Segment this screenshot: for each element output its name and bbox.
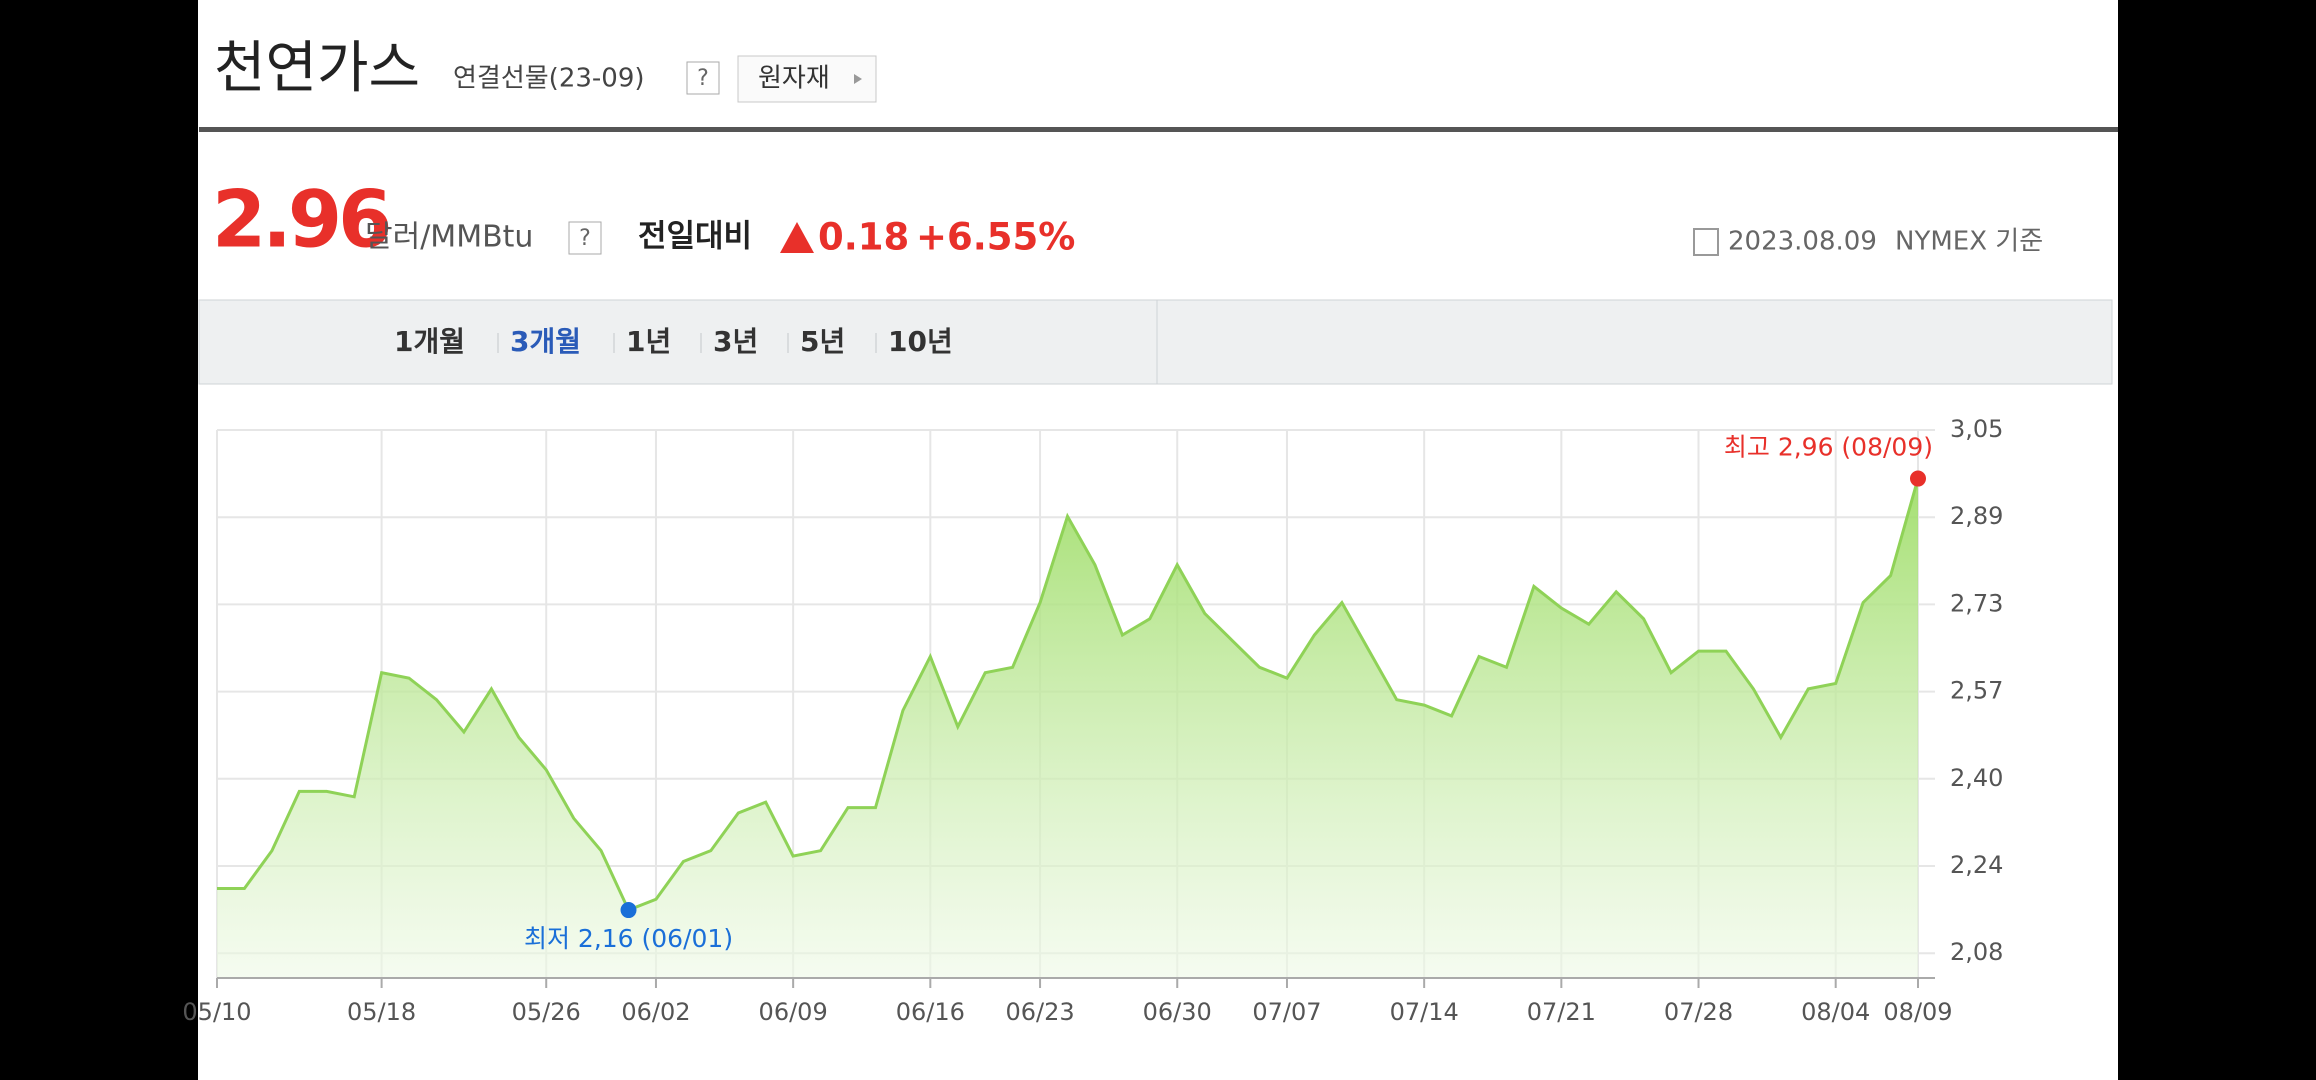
x-tick-label: 07/07: [1252, 998, 1321, 1026]
divider: [199, 127, 2118, 132]
y-tick-label: 2,24: [1950, 851, 2003, 879]
date: 2023.08.09: [1728, 227, 1877, 257]
y-tick-label: 2,57: [1950, 677, 2003, 705]
category-button-label[interactable]: 원자재: [758, 64, 830, 94]
x-tick-label: 06/02: [621, 998, 690, 1026]
x-tick-label: 07/14: [1390, 998, 1459, 1026]
x-tick-label: 05/10: [182, 998, 251, 1026]
tab[interactable]: 10년: [888, 325, 953, 358]
y-tick-label: 2,89: [1950, 502, 2003, 530]
tab[interactable]: 1개월: [394, 325, 465, 358]
category-button[interactable]: [737, 55, 877, 103]
low-marker: [620, 902, 637, 919]
x-tick-label: 05/26: [512, 998, 581, 1026]
y-tick-label: 2,73: [1950, 589, 2003, 617]
tab[interactable]: 3개월: [510, 325, 581, 358]
y-tick-label: 2,40: [1950, 764, 2003, 792]
y-tick-label: 2,08: [1950, 938, 2003, 966]
change-percent: +6.55%: [916, 216, 1075, 259]
high-marker: [1910, 470, 1926, 487]
subtitle: 연결선물(23-09): [453, 64, 645, 94]
exchange: NYMEX 기준: [1895, 227, 2043, 257]
x-tick-label: 07/21: [1527, 998, 1596, 1026]
price: 2.96: [212, 175, 389, 265]
low-label: 최저 2,16 (06/01): [524, 924, 733, 953]
unit: 달러/MMBtu: [365, 220, 533, 255]
high-label: 최고 2,96 (08/09): [1724, 433, 1933, 462]
x-tick-label: 07/28: [1664, 998, 1733, 1026]
help-box[interactable]: [568, 221, 602, 255]
x-tick-label: 08/04: [1801, 998, 1870, 1026]
x-tick-label: 05/18: [347, 998, 416, 1026]
tab[interactable]: 1년: [626, 325, 671, 358]
tab[interactable]: 3년: [713, 325, 758, 358]
line: [217, 478, 1920, 912]
help[interactable]: ?: [697, 66, 709, 91]
tab[interactable]: 5년: [800, 325, 845, 358]
up-icon: [780, 222, 814, 253]
x-tick-label: 06/09: [759, 998, 828, 1026]
area-fill: [217, 478, 1918, 978]
tab-bar: [198, 299, 2113, 385]
chart: 3,05 2,89 2,73 2,57 2,40 2,24 2,08 05/10 05/18 05…: [182, 415, 2003, 1026]
help[interactable]: ?: [579, 226, 591, 251]
change: 0.18: [818, 216, 909, 259]
tabs: 1개월 3개월 1년 3년 5년 10년: [394, 325, 953, 358]
calendar-icon: [1693, 228, 1719, 256]
help-box[interactable]: [686, 61, 720, 95]
y-tick-label: 3,05: [1950, 415, 2003, 443]
title: 천연가스: [214, 36, 420, 101]
x-tick-label: 06/30: [1143, 998, 1212, 1026]
arrow-icon: [854, 74, 862, 84]
x-tick-label: 06/16: [896, 998, 965, 1026]
x-tick-label: 06/23: [1005, 998, 1074, 1026]
change-label: 전일대비: [638, 219, 752, 255]
x-tick-label: 08/09: [1883, 998, 1952, 1026]
